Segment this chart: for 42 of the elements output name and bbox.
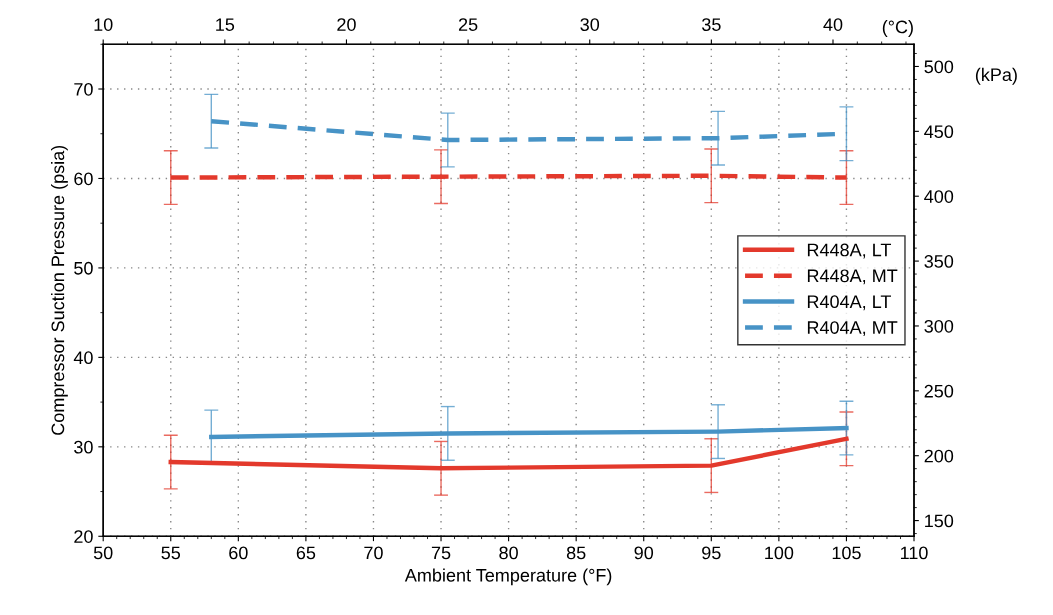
y-axis-title: Compressor Suction Pressure (psia) (51, 145, 68, 435)
x2-tick-label: 30 (580, 18, 600, 31)
x-tick-label: 65 (296, 546, 316, 560)
x2-tick-label: 35 (702, 18, 721, 31)
y2-tick-label: 200 (924, 449, 954, 463)
y2-tick-label: 400 (924, 190, 954, 203)
y-tick-label: 70 (74, 82, 93, 96)
legend-label: R404A, LT (807, 295, 892, 311)
x2-tick-label: 25 (458, 18, 478, 31)
x-tick-label: 55 (161, 546, 181, 560)
legend-label: R404A, MT (807, 321, 898, 337)
x2-tick-label: 20 (337, 18, 356, 31)
y2-tick-label: 350 (924, 255, 954, 268)
y2-tick-label: 150 (925, 514, 954, 528)
x-tick-label: 60 (229, 546, 248, 560)
x-tick-label: 105 (832, 546, 861, 560)
y2-tick-label: 500 (924, 60, 954, 74)
legend-label: R448A, LT (807, 243, 892, 259)
y2-tick-label: 250 (924, 384, 954, 398)
x-tick-label: 75 (431, 546, 451, 560)
y-tick-label: 20 (74, 530, 93, 543)
x2-tick-label: 40 (823, 18, 843, 31)
x-tick-label: 80 (499, 546, 518, 560)
y-tick-label: 50 (74, 261, 93, 275)
x-tick-label: 50 (93, 546, 113, 560)
y2-tick-label: 450 (924, 125, 954, 139)
x-tick-label: 100 (765, 546, 794, 560)
x2-tick-label: 15 (216, 18, 235, 31)
x-tick-label: 90 (634, 546, 654, 560)
y-tick-label: 40 (73, 351, 93, 365)
y-tick-label: 30 (74, 440, 93, 454)
legend-label: R448A, MT (807, 269, 898, 285)
x-tick-label: 110 (900, 546, 928, 560)
x2-tick-label: 10 (94, 18, 113, 31)
y2-tick-label: 300 (924, 319, 954, 333)
x-tick-label: 85 (566, 546, 586, 560)
x-axis-title: Ambient Temperature (°F) (404, 568, 612, 586)
y2-axis-title: (kPa) (975, 67, 1017, 85)
x2-axis-title: (°C) (882, 20, 913, 37)
x-tick-label: 70 (364, 546, 383, 560)
x-tick-label: 95 (702, 546, 721, 560)
y-tick-label: 60 (74, 172, 93, 186)
